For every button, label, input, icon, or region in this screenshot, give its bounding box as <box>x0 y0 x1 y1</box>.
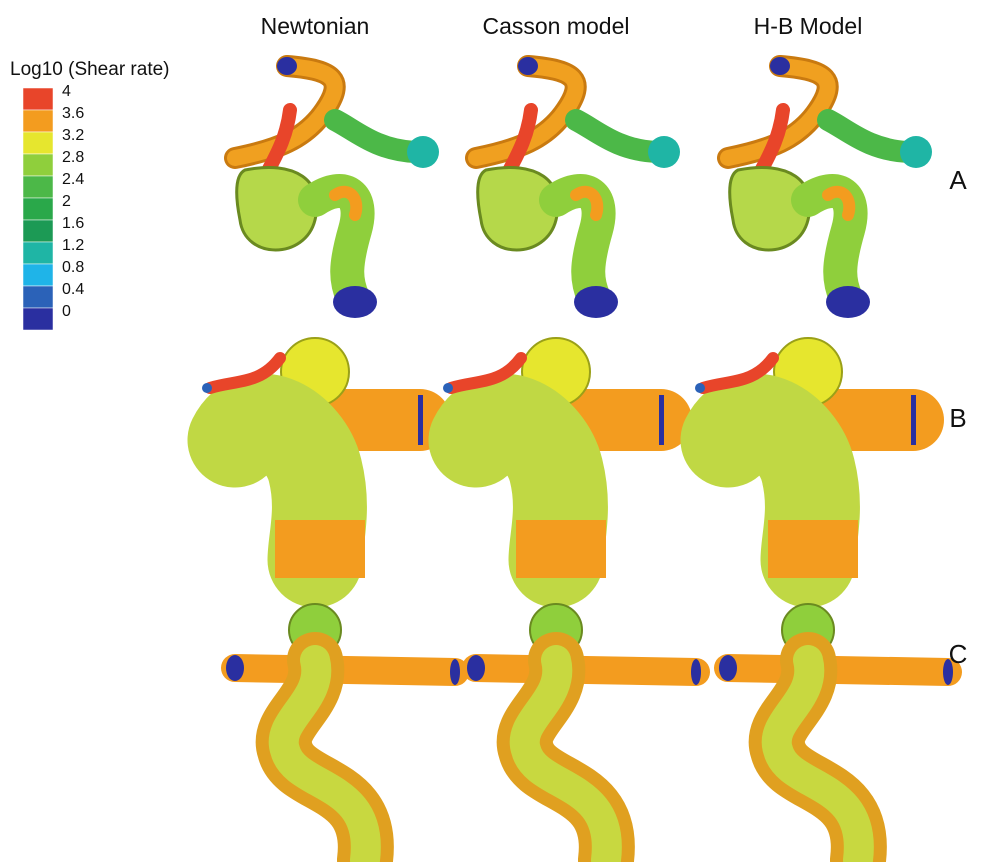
panels: Newtonian Casson model H-B Model A B C <box>202 13 967 860</box>
row-label: B <box>949 403 966 433</box>
legend-swatch <box>22 285 54 309</box>
colorbar: 4 3.6 3.2 2.8 2.4 2 1.6 1.2 0.8 0.4 0 <box>22 83 84 331</box>
legend-label: 0.8 <box>62 259 84 276</box>
vessel-render <box>476 57 680 318</box>
column-header: Newtonian <box>261 13 370 39</box>
legend-title: Log10 (Shear rate) <box>10 59 170 80</box>
vessel-render <box>226 604 460 860</box>
legend-label: 2.8 <box>62 149 84 166</box>
legend-label: 3.6 <box>62 105 84 122</box>
legend-swatch <box>22 263 54 287</box>
vessel-render <box>202 338 423 578</box>
legend-label: 1.6 <box>62 215 84 232</box>
vessel-render <box>467 604 701 860</box>
legend-swatch <box>22 219 54 243</box>
vessel-render <box>235 57 439 318</box>
row-label: C <box>949 639 968 669</box>
row-label: A <box>949 165 967 195</box>
legend-swatch <box>22 153 54 177</box>
legend-swatch <box>22 109 54 133</box>
legend-swatch <box>22 87 54 111</box>
legend-label: 0 <box>62 303 71 320</box>
legend-swatch <box>22 175 54 199</box>
legend-swatch <box>22 197 54 221</box>
legend-label: 4 <box>62 83 71 100</box>
legend-label: 3.2 <box>62 127 84 144</box>
vessel-render <box>443 338 664 578</box>
vessel-render <box>695 338 916 578</box>
legend-label: 0.4 <box>62 281 84 298</box>
legend-swatch <box>22 241 54 265</box>
legend-swatch <box>22 131 54 155</box>
vessel-render <box>728 57 932 318</box>
column-header: H-B Model <box>754 13 863 39</box>
legend-label: 2 <box>62 193 71 210</box>
legend-swatch <box>22 307 54 331</box>
legend-label: 2.4 <box>62 171 84 188</box>
legend-label: 1.2 <box>62 237 84 254</box>
column-header: Casson model <box>482 13 629 39</box>
vessel-render <box>719 604 953 860</box>
